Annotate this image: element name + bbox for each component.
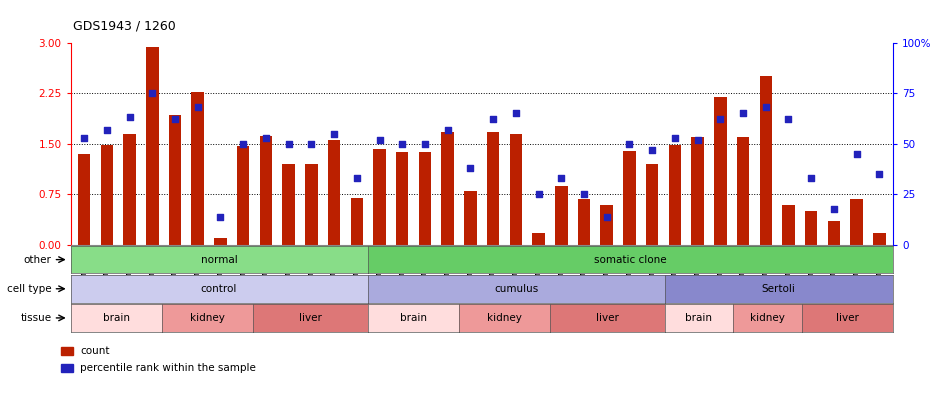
- Point: [281, 141, 296, 147]
- Bar: [237, 146, 249, 245]
- Point: [100, 126, 115, 133]
- Point: [462, 165, 478, 171]
- Bar: [373, 149, 385, 245]
- Point: [258, 134, 274, 141]
- Bar: [259, 136, 273, 245]
- Point: [781, 116, 796, 123]
- Point: [395, 141, 410, 147]
- Point: [599, 213, 614, 220]
- Point: [350, 175, 365, 181]
- Text: control: control: [201, 284, 237, 294]
- Point: [871, 171, 886, 177]
- Bar: [101, 145, 113, 245]
- Text: brain: brain: [685, 313, 713, 323]
- Point: [122, 114, 137, 121]
- Text: Sertoli: Sertoli: [761, 284, 795, 294]
- Bar: [578, 199, 590, 245]
- Bar: [555, 185, 568, 245]
- Bar: [464, 191, 477, 245]
- Bar: [828, 222, 840, 245]
- Point: [326, 130, 341, 137]
- Point: [759, 104, 774, 111]
- Bar: [851, 199, 863, 245]
- Text: somatic clone: somatic clone: [594, 255, 666, 264]
- Text: normal: normal: [200, 255, 238, 264]
- Bar: [192, 92, 204, 245]
- Point: [145, 90, 160, 96]
- Bar: [61, 347, 73, 355]
- Point: [804, 175, 819, 181]
- Point: [190, 104, 205, 111]
- Bar: [61, 364, 73, 372]
- Text: count: count: [80, 346, 109, 356]
- Bar: [78, 154, 90, 245]
- Bar: [714, 96, 727, 245]
- Bar: [737, 137, 749, 245]
- Text: liver: liver: [596, 313, 619, 323]
- Bar: [601, 205, 613, 245]
- Point: [826, 205, 841, 212]
- Bar: [442, 132, 454, 245]
- Text: kidney: kidney: [750, 313, 785, 323]
- Point: [372, 136, 387, 143]
- Point: [304, 141, 319, 147]
- Text: cell type: cell type: [7, 284, 52, 294]
- Point: [576, 191, 591, 198]
- Bar: [873, 233, 885, 245]
- Point: [77, 134, 92, 141]
- Bar: [646, 164, 658, 245]
- Text: kidney: kidney: [487, 313, 522, 323]
- Point: [690, 136, 705, 143]
- Bar: [487, 132, 499, 245]
- Text: liver: liver: [836, 313, 859, 323]
- Point: [713, 116, 728, 123]
- Bar: [282, 164, 295, 245]
- Text: cumulus: cumulus: [494, 284, 538, 294]
- Text: brain: brain: [400, 313, 427, 323]
- Point: [236, 141, 251, 147]
- Bar: [396, 152, 409, 245]
- Bar: [123, 134, 135, 245]
- Point: [213, 213, 228, 220]
- Bar: [306, 164, 318, 245]
- Point: [440, 126, 455, 133]
- Bar: [623, 151, 635, 245]
- Point: [167, 116, 182, 123]
- Text: percentile rank within the sample: percentile rank within the sample: [80, 363, 256, 373]
- Bar: [169, 115, 181, 245]
- Point: [645, 147, 660, 153]
- Bar: [532, 233, 545, 245]
- Text: tissue: tissue: [21, 313, 52, 323]
- Bar: [328, 141, 340, 245]
- Text: liver: liver: [299, 313, 321, 323]
- Text: brain: brain: [102, 313, 130, 323]
- Point: [509, 110, 524, 117]
- Point: [417, 141, 432, 147]
- Bar: [805, 211, 818, 245]
- Bar: [782, 205, 794, 245]
- Point: [667, 134, 682, 141]
- Point: [622, 141, 637, 147]
- Bar: [418, 152, 431, 245]
- Bar: [351, 198, 363, 245]
- Bar: [214, 238, 227, 245]
- Bar: [691, 137, 704, 245]
- Point: [554, 175, 569, 181]
- Point: [849, 151, 864, 157]
- Text: kidney: kidney: [190, 313, 225, 323]
- Point: [735, 110, 750, 117]
- Bar: [146, 47, 159, 245]
- Bar: [760, 76, 772, 245]
- Point: [486, 116, 501, 123]
- Bar: [668, 145, 681, 245]
- Text: other: other: [24, 255, 52, 264]
- Bar: [509, 134, 522, 245]
- Point: [531, 191, 546, 198]
- Text: GDS1943 / 1260: GDS1943 / 1260: [72, 19, 176, 32]
